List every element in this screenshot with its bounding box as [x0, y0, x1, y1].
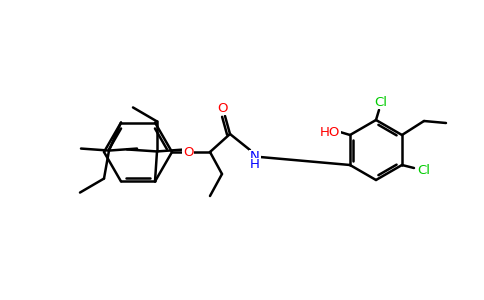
- Text: Cl: Cl: [418, 164, 430, 176]
- Text: O: O: [218, 101, 228, 115]
- Text: Cl: Cl: [375, 95, 388, 109]
- Text: H: H: [250, 158, 260, 172]
- Text: HO: HO: [320, 125, 340, 139]
- Text: O: O: [183, 146, 193, 158]
- Text: N: N: [250, 151, 260, 164]
